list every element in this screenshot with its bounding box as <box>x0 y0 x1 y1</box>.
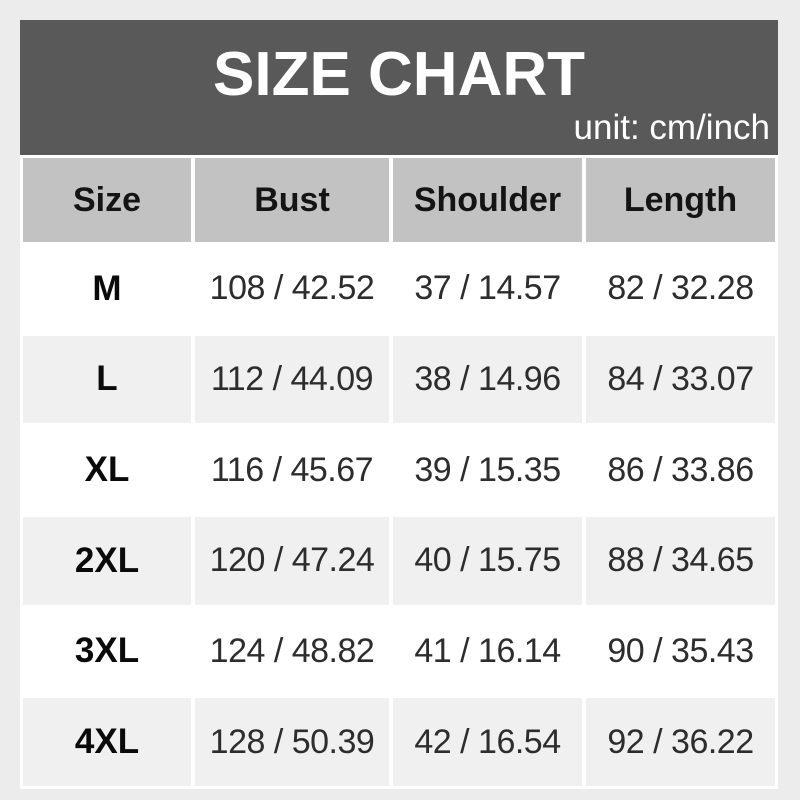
measurement-cell: 84 / 33.07 <box>586 335 775 424</box>
measurement-cell: 88 / 34.65 <box>586 516 775 605</box>
size-label-4xl: 4XL <box>23 698 191 786</box>
measurement-cell: 124 / 48.82 <box>195 607 389 696</box>
column-header-size: Size <box>23 158 191 242</box>
measurement-cell: 92 / 36.22 <box>586 698 775 786</box>
measurement-cell: 38 / 14.96 <box>393 335 582 424</box>
size-table: Size Bust Shoulder Length M 108 / 42.52 37 / 1… <box>20 155 778 789</box>
size-label-xl: XL <box>23 426 191 514</box>
measurement-cell: 112 / 44.09 <box>195 335 389 424</box>
measurement-cell: 90 / 35.43 <box>586 607 775 696</box>
size-chart-header: SIZE CHART unit: cm/inch <box>20 20 778 155</box>
measurement-cell: 120 / 47.24 <box>195 516 389 605</box>
column-header-length: Length <box>586 158 775 242</box>
measurement-cell: 128 / 50.39 <box>195 698 389 786</box>
measurement-cell: 39 / 15.35 <box>393 426 582 514</box>
column-header-shoulder: Shoulder <box>393 158 582 242</box>
measurement-cell: 108 / 42.52 <box>195 245 389 333</box>
measurement-cell: 42 / 16.54 <box>393 698 582 786</box>
measurement-cell: 37 / 14.57 <box>393 245 582 333</box>
column-header-bust: Bust <box>195 158 389 242</box>
measurement-cell: 86 / 33.86 <box>586 426 775 514</box>
size-label-2xl: 2XL <box>23 516 191 605</box>
size-label-l: L <box>23 335 191 424</box>
unit-label: unit: cm/inch <box>573 108 770 147</box>
measurement-cell: 40 / 15.75 <box>393 516 582 605</box>
size-label-3xl: 3XL <box>23 607 191 696</box>
measurement-cell: 41 / 16.14 <box>393 607 582 696</box>
measurement-cell: 116 / 45.67 <box>195 426 389 514</box>
measurement-cell: 82 / 32.28 <box>586 245 775 333</box>
size-label-m: M <box>23 245 191 333</box>
size-table-grid: Size Bust Shoulder Length M 108 / 42.52 37 / 1… <box>23 158 775 786</box>
size-chart-title: SIZE CHART <box>213 40 585 109</box>
